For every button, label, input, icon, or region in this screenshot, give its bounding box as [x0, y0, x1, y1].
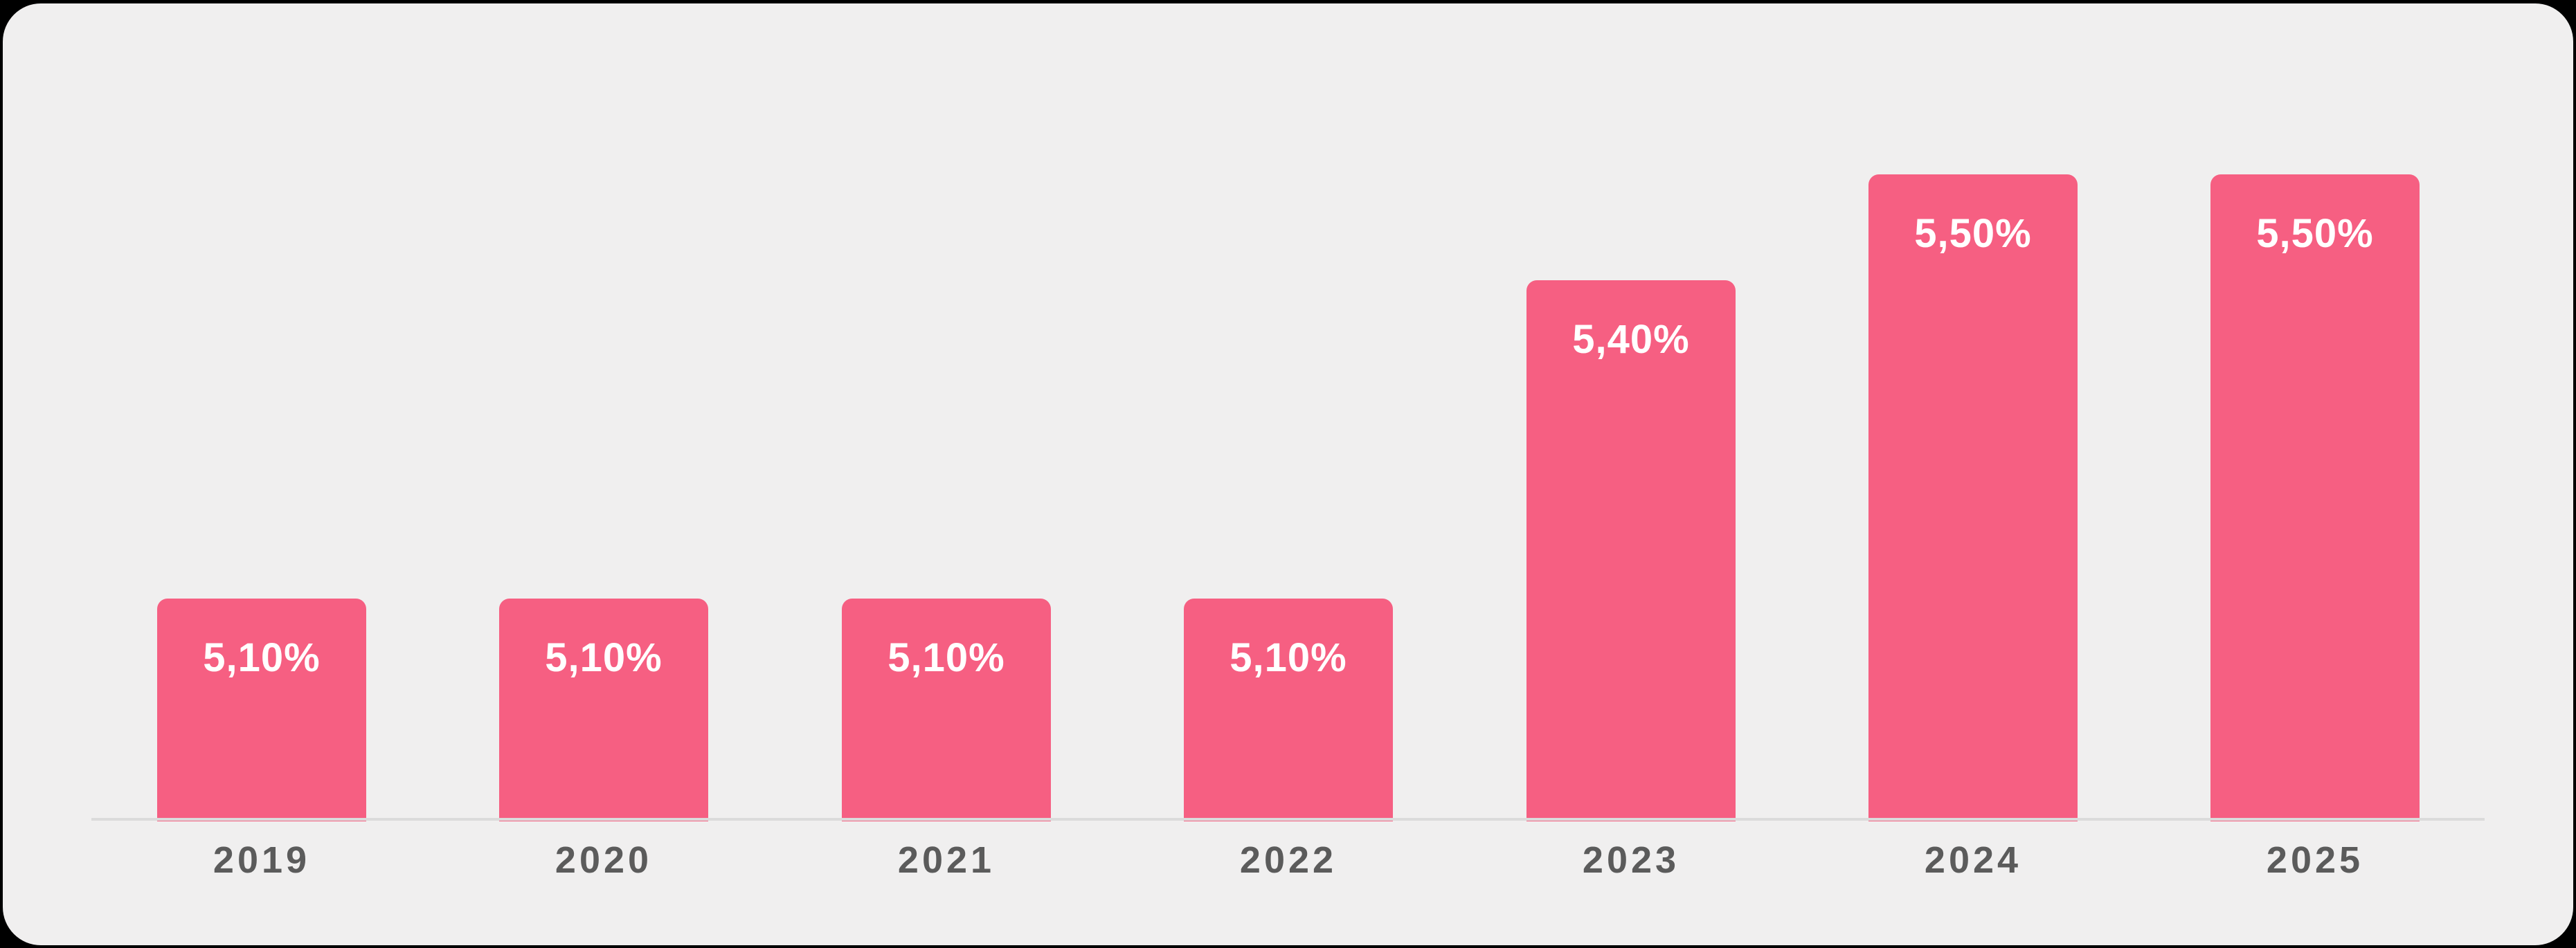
- bar-2020: 5,10%: [499, 599, 708, 821]
- x-axis-tick-label-2025: 2025: [2266, 839, 2364, 881]
- x-axis-tick-label-2022: 2022: [1239, 839, 1337, 881]
- bar-2023: 5,40%: [1526, 280, 1736, 821]
- bar-2025: 5,50%: [2210, 174, 2420, 821]
- bar-2024: 5,50%: [1868, 174, 2078, 821]
- x-axis-tick-label-2020: 2020: [555, 839, 653, 881]
- bar-2019: 5,10%: [157, 599, 366, 821]
- x-axis-line: [91, 818, 2485, 821]
- x-axis-tick-label-2023: 2023: [1582, 839, 1680, 881]
- bar-value-label: 5,50%: [2256, 211, 2374, 256]
- bar-value-label: 5,10%: [888, 635, 1005, 680]
- bar-value-label: 5,40%: [1572, 317, 1690, 362]
- bar-value-label: 5,10%: [545, 635, 663, 680]
- x-axis-tick-label-2021: 2021: [897, 839, 996, 881]
- bar-value-label: 5,10%: [203, 635, 321, 680]
- x-axis-tick-label-2019: 2019: [213, 839, 311, 881]
- bar-2021: 5,10%: [842, 599, 1051, 821]
- bar-value-label: 5,50%: [1914, 211, 2032, 256]
- x-axis-tick-label-2024: 2024: [1924, 839, 2022, 881]
- bar-2022: 5,10%: [1184, 599, 1393, 821]
- bar-value-label: 5,10%: [1230, 635, 1347, 680]
